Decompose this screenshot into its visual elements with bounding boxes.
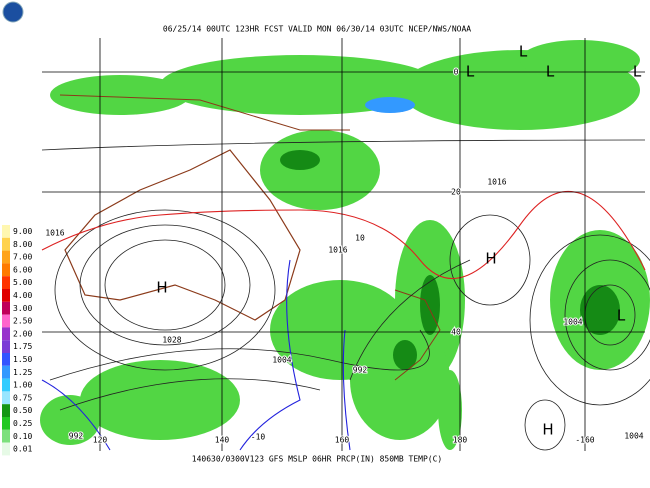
legend-swatch: [2, 250, 10, 264]
legend-label: 0.01: [13, 445, 32, 454]
contour-label: 1016: [328, 246, 347, 255]
map: LL LLHHHL10161016102810049921004100499210…: [40, 38, 650, 451]
legend-label: 3.00: [13, 304, 32, 313]
contour-label: 10: [355, 234, 365, 243]
coastline: [64, 149, 301, 321]
legend-swatch: [2, 301, 10, 315]
lon-label: 120: [93, 436, 108, 445]
pressure-center: L: [546, 63, 555, 81]
contour-label: 1016: [487, 178, 506, 187]
legend-swatch: [2, 417, 10, 430]
legend-label: 8.00: [13, 240, 32, 249]
legend-swatch: [2, 365, 10, 379]
legend-swatch: [2, 263, 10, 277]
legend-label: 7.00: [13, 253, 32, 262]
lat-label: 20: [451, 188, 461, 197]
legend-label: 1.00: [13, 381, 32, 390]
lon-label: 140: [215, 436, 230, 445]
contour-label: 1004: [563, 318, 582, 327]
lon-label: -160: [575, 436, 594, 445]
isotherm: [41, 259, 351, 451]
legend-label: 9.00: [13, 227, 32, 236]
legend-label: 5.00: [13, 278, 32, 287]
lon-label: 180: [453, 436, 468, 445]
graticule: [42, 38, 645, 451]
legend-swatch: [2, 276, 10, 289]
legend-swatch: [2, 429, 10, 443]
legend-label: 2.00: [13, 329, 32, 338]
contour-label: 1016: [45, 229, 64, 238]
lat-label: 0: [454, 68, 459, 77]
contour-label: 992: [353, 366, 368, 375]
legend-swatch: [2, 327, 10, 341]
legend-label: 2.50: [13, 317, 32, 326]
legend-swatch: [2, 225, 10, 238]
legend-label: 1.50: [13, 355, 32, 364]
coastline: [394, 289, 441, 381]
lon-label: 160: [335, 436, 350, 445]
precip-max: [365, 97, 415, 113]
legend-label: 4.00: [13, 291, 32, 300]
pressure-center: L: [633, 63, 642, 81]
legend-label: 1.75: [13, 342, 32, 351]
legend-swatch: [2, 237, 10, 251]
pressure-center: H: [485, 250, 496, 268]
contour-label: 1004: [624, 432, 643, 441]
pressure-center: L: [519, 43, 528, 61]
legend-swatch: [2, 340, 10, 353]
header-title: 06/25/14 00UTC 123HR FCST VALID MON 06/3…: [163, 25, 471, 34]
lat-label: 40: [451, 328, 461, 337]
legend-swatch: [2, 404, 10, 417]
pressure-center: H: [542, 421, 553, 439]
legend-swatch: [2, 391, 10, 405]
pressure-center: L: [617, 307, 626, 325]
footer-caption: 140630/0300V123 GFS MSLP 06HR PRCP(IN) 8…: [192, 455, 442, 464]
pressure-center: H: [156, 279, 167, 297]
legend-label: 0.75: [13, 393, 32, 402]
isotherm: [41, 190, 646, 280]
isobars: [41, 139, 650, 451]
legend-label: 6.00: [13, 265, 32, 274]
legend-swatch: [2, 289, 10, 302]
contour-label: 1028: [162, 336, 181, 345]
legend-swatch: [2, 442, 10, 456]
legend-label: 1.25: [13, 368, 32, 377]
contour-label: -10: [251, 433, 266, 442]
coastline: [59, 94, 350, 131]
legend-swatch: [2, 314, 10, 328]
contour-label: 1004: [272, 356, 291, 365]
legend-label: 0.25: [13, 419, 32, 428]
legend-label: 0.10: [13, 432, 32, 441]
contour-label: 992: [69, 432, 84, 441]
legend-label: 0.50: [13, 406, 32, 415]
noaa-logo: [2, 1, 24, 23]
legend: 9.00 8.00 7.00 6.00 5.00 4.00 3.00 2.50 2.00 1.75…: [2, 225, 32, 456]
pressure-center: L: [466, 63, 475, 81]
legend-swatch: [2, 378, 10, 392]
legend-swatch: [2, 353, 10, 366]
